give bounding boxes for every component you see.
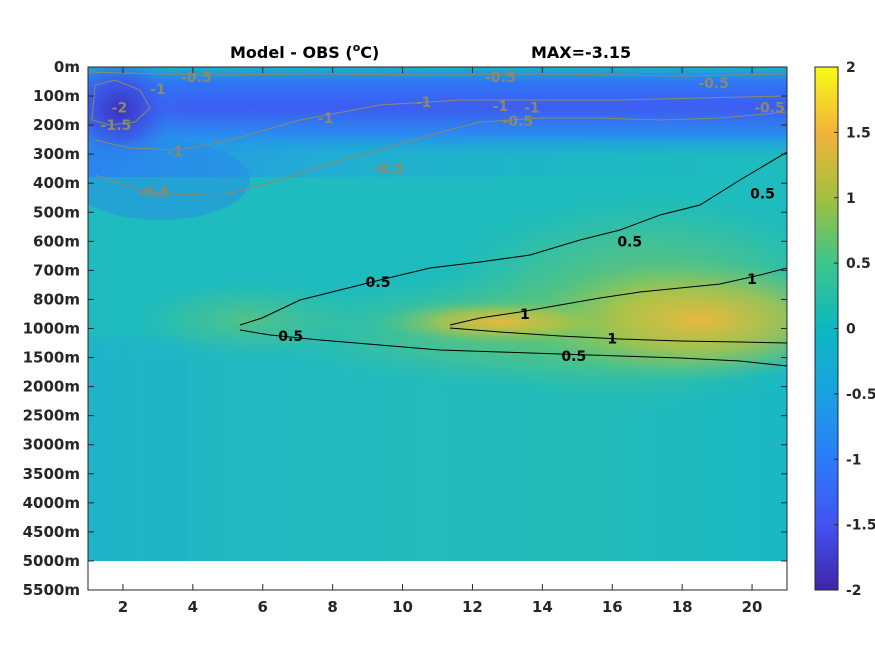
- no-data-region: [88, 561, 787, 590]
- y-tick-label: 300m: [33, 145, 80, 163]
- x-tick-label: 20: [742, 598, 763, 616]
- contour-1-upper: [449, 267, 787, 326]
- contour-label: -0.5: [754, 101, 785, 117]
- y-tick-label: 5500m: [23, 581, 80, 599]
- heatmap-field: [88, 67, 787, 561]
- y-tick-label: 200m: [33, 116, 80, 134]
- y-axis: 0m 100m 200m 300m 400m 500m 600m 700m 800m 1000m 1…: [23, 58, 787, 599]
- colorbar-axis: 2 1.5 1 0.5 0 -0.5 -1 -1.5 -2: [834, 60, 875, 599]
- contour-label: -1.5: [101, 118, 132, 134]
- contour-label: -1: [318, 111, 334, 127]
- y-tick-label: 4000m: [23, 494, 80, 512]
- contour-label: -0.5: [503, 114, 534, 130]
- contour-label: 0.5: [278, 329, 303, 345]
- x-tick-label: 4: [188, 598, 198, 616]
- contour-label: -1: [416, 95, 432, 111]
- colorbar-tick-label: -2: [846, 583, 862, 599]
- contour-label: 0.5: [617, 234, 642, 250]
- y-tick-label: 0m: [54, 58, 80, 76]
- contour-label: -1: [150, 82, 166, 98]
- x-tick-label: 10: [392, 598, 413, 616]
- chart-title: Model - OBS (oC): [230, 41, 379, 62]
- contour-label: -0.5: [485, 70, 516, 86]
- contour-1-lower: [449, 327, 787, 344]
- x-tick-label: 18: [672, 598, 693, 616]
- colorbar-tick-label: 0.5: [846, 256, 871, 272]
- contour-0.5-upper: [239, 151, 787, 326]
- contour-neg1: [94, 95, 787, 151]
- contour-label: 1: [747, 272, 757, 288]
- x-tick-label: 16: [602, 598, 623, 616]
- colorbar-tick-label: -0.5: [846, 387, 875, 403]
- colorbar-tick-label: 0: [846, 322, 856, 338]
- colorbar-tick-label: 2: [846, 60, 856, 76]
- x-tick-label: 2: [118, 598, 128, 616]
- x-tick-label: 14: [532, 598, 553, 616]
- contour-label: -0.5: [139, 185, 170, 201]
- y-tick-label: 3500m: [23, 465, 80, 483]
- chart-title-max: MAX=-3.15: [531, 43, 631, 62]
- contour-lines: [88, 71, 787, 367]
- y-tick-label: 500m: [33, 203, 80, 221]
- x-axis: 2 4 6 8 10 12 14 16 18 20: [118, 67, 763, 616]
- y-tick-label: 5000m: [23, 552, 80, 570]
- colorbar-tick-label: -1.5: [846, 518, 875, 534]
- contour-label: -1: [493, 99, 509, 115]
- x-tick-label: 12: [462, 598, 483, 616]
- contour-label: 1: [607, 332, 617, 348]
- contour-label: -0.5: [181, 70, 212, 86]
- y-tick-label: 600m: [33, 232, 80, 250]
- contour-label: -0.5: [698, 76, 729, 92]
- y-tick-label: 100m: [33, 87, 80, 105]
- y-tick-label: 400m: [33, 174, 80, 192]
- y-tick-label: 1000m: [23, 320, 80, 338]
- contour-label: -1: [168, 144, 184, 160]
- y-tick-label: 700m: [33, 261, 80, 279]
- contour-label: 0.5: [750, 186, 775, 202]
- contour-neg0.5-top: [88, 71, 787, 77]
- colorbar-tick-label: -1: [846, 452, 862, 468]
- y-tick-label: 3000m: [23, 436, 80, 454]
- y-tick-label: 800m: [33, 290, 80, 308]
- x-tick-label: 8: [327, 598, 337, 616]
- contour-label: -0.5: [373, 162, 404, 178]
- contour-neg1.5: [91, 79, 151, 126]
- contour-label: 0.5: [561, 349, 586, 365]
- x-tick-label: 6: [258, 598, 268, 616]
- colorbar-tick-label: 1: [846, 191, 856, 207]
- y-tick-label: 4500m: [23, 523, 80, 541]
- contour-0.5-lower: [239, 329, 787, 367]
- contour-label: -1: [524, 101, 540, 117]
- contour-label: 0.5: [366, 275, 391, 291]
- contour-neg0.5-deep: [94, 111, 787, 196]
- contour-label: -2: [112, 101, 128, 117]
- contour-labels: 0.5 0.5 0.5 0.5 0.5 1 1 1 -0.5 -0.5 -0.5 -0.5 -0.5 -0…: [101, 70, 785, 365]
- colorbar-tick-label: 1.5: [846, 125, 871, 141]
- contour-label: 1: [520, 307, 530, 323]
- y-tick-label: 2000m: [23, 378, 80, 396]
- y-tick-label: 1500m: [23, 349, 80, 367]
- y-tick-label: 2500m: [23, 407, 80, 425]
